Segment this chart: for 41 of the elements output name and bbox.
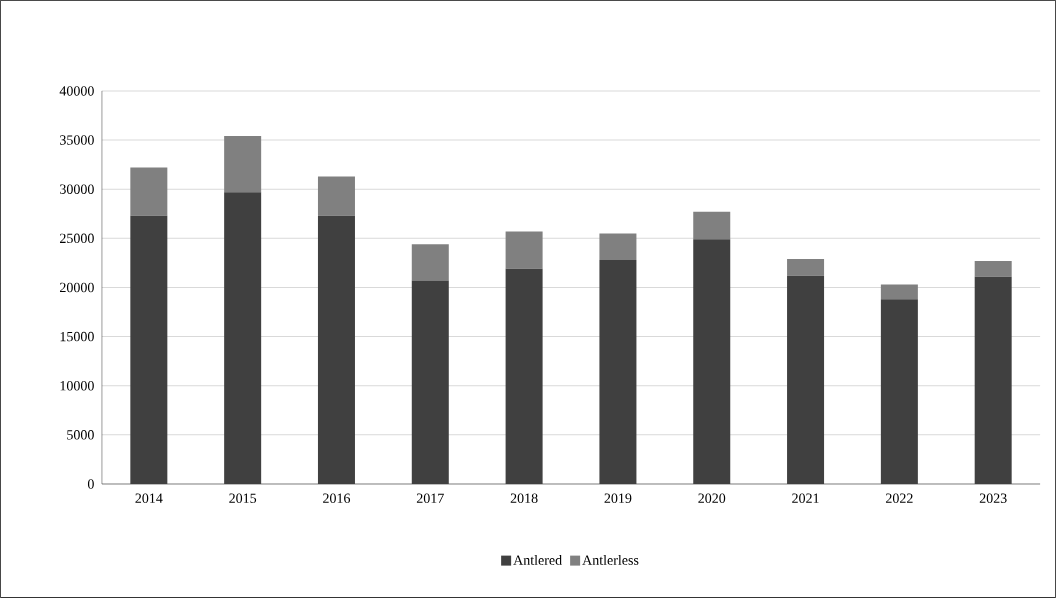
bar — [880, 284, 918, 300]
bar — [693, 211, 731, 240]
bar — [317, 215, 355, 485]
x-tick-label: 2023 — [979, 493, 1007, 504]
bar — [130, 167, 168, 216]
bar — [599, 259, 637, 485]
bar — [974, 260, 1012, 277]
bar — [411, 280, 449, 485]
y-tick-label: 20000 — [60, 282, 94, 293]
bar — [224, 192, 262, 485]
bar — [505, 268, 543, 485]
bar — [505, 231, 543, 269]
legend-label: Antlered — [513, 555, 562, 565]
x-tick-label: 2022 — [885, 493, 913, 504]
bar — [787, 259, 825, 276]
y-tick-label: 40000 — [59, 86, 94, 96]
legend-label: Antlerless — [582, 555, 639, 565]
x-tick-label: 2017 — [416, 493, 444, 504]
x-tick-label: 2018 — [510, 493, 538, 504]
bar — [693, 239, 731, 485]
x-tick-label: 2016 — [323, 493, 351, 504]
bar — [880, 299, 918, 485]
bar — [974, 276, 1012, 485]
x-tick-label: 2020 — [698, 493, 726, 504]
y-tick-label: 30000 — [60, 184, 94, 194]
y-tick-label: 0 — [87, 479, 94, 489]
y-tick-label: 25000 — [60, 233, 94, 244]
bar — [224, 136, 262, 193]
y-tick-label: 15000 — [60, 331, 94, 342]
bar — [411, 244, 449, 281]
bar — [130, 215, 168, 485]
x-tick-label: 2019 — [604, 493, 632, 504]
x-tick-label: 2014 — [135, 493, 163, 504]
x-tick-label: 2015 — [229, 493, 257, 504]
y-tick-label: 35000 — [60, 135, 94, 145]
bar — [599, 233, 637, 260]
y-tick-label: 5000 — [67, 430, 94, 440]
bar — [787, 275, 825, 485]
x-tick-label: 2021 — [792, 493, 819, 504]
bar — [317, 176, 355, 216]
y-tick-label: 10000 — [60, 381, 94, 391]
